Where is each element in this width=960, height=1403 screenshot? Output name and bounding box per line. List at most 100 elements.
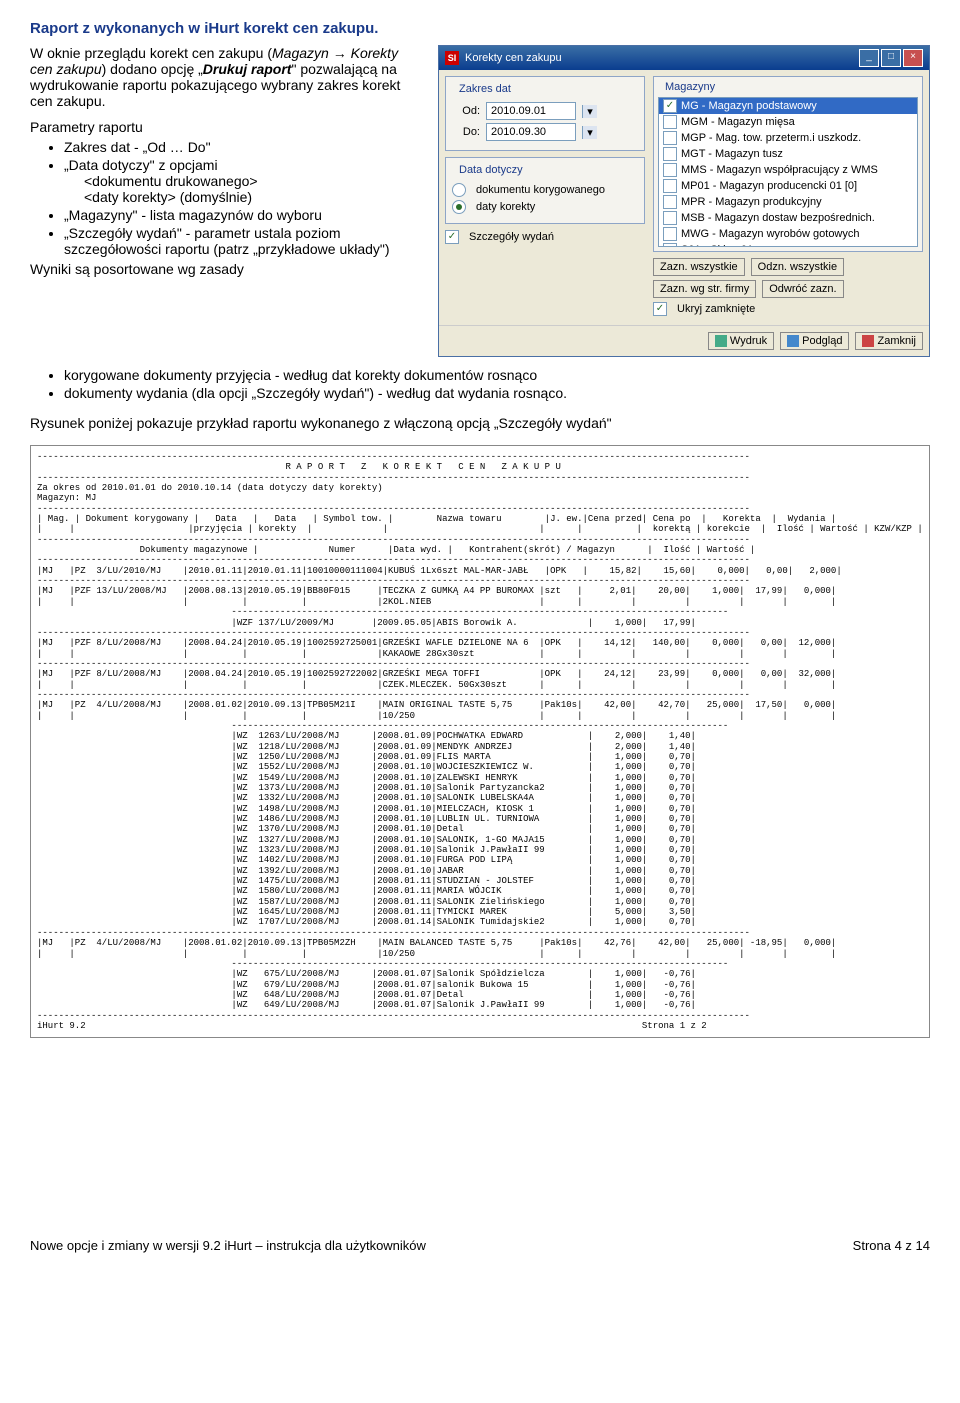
params-list: Zakres dat - „Od … Do" „Data dotyczy" z …: [30, 139, 420, 257]
select-buttons-row: Zazn. wszystkie Odzn. wszystkie: [653, 258, 923, 276]
figure-caption: Rysunek poniżej pokazuje przykład raport…: [30, 415, 930, 431]
param-sub: <daty korekty> (domyślnie): [84, 189, 420, 205]
checkbox-unchecked[interactable]: [663, 243, 677, 247]
data-dotyczy-label: Data dotyczy: [456, 164, 526, 176]
preview-icon: [787, 335, 799, 347]
window-title: Korekty cen zakupu: [465, 52, 562, 64]
report-preview: ----------------------------------------…: [30, 445, 930, 1038]
list-item[interactable]: ✓ MG - Magazyn podstawowy: [659, 98, 917, 114]
minimize-button[interactable]: _: [859, 49, 879, 67]
param-sub: <dokumentu drukowanego>: [84, 173, 420, 189]
maximize-button[interactable]: □: [881, 49, 901, 67]
do-label: Do:: [452, 126, 480, 138]
dialog-window: SI Korekty cen zakupu _ □ × Zakres dat O…: [438, 45, 930, 357]
print-label: Wydruk: [730, 335, 767, 347]
radio-unchecked[interactable]: [452, 183, 466, 197]
check-icon: ✓: [656, 304, 664, 314]
titlebar: SI Korekty cen zakupu _ □ ×: [439, 46, 929, 70]
checkbox-unchecked[interactable]: [663, 115, 677, 129]
checkbox-unchecked[interactable]: [663, 211, 677, 225]
checkbox-unchecked[interactable]: [663, 195, 677, 209]
section-title: Raport z wykonanych w iHurt korekt cen z…: [30, 20, 930, 37]
magazyny-label: Magazyny: [662, 81, 718, 93]
select-buttons-row-2: Zazn. wg str. firmy Odwróć zazn.: [653, 280, 923, 298]
date-range-label: Zakres dat: [456, 83, 514, 95]
intro-action: Drukuj raport: [203, 61, 292, 77]
result-item: korygowane dokumenty przyjęcia - według …: [64, 367, 930, 383]
checkbox-unchecked[interactable]: [663, 147, 677, 161]
right-window-column: SI Korekty cen zakupu _ □ × Zakres dat O…: [438, 45, 930, 357]
list-item[interactable]: MPR - Magazyn produkcyjny: [659, 194, 917, 210]
list-item-label: MG - Magazyn podstawowy: [681, 100, 817, 112]
magazyny-fieldset: Magazyny ✓ MG - Magazyn podstawowy MGM - …: [653, 76, 923, 252]
date-from-row: Od: 2010.09.01 ▾: [452, 102, 638, 120]
magazyny-listbox[interactable]: ✓ MG - Magazyn podstawowy MGM - Magazyn m…: [658, 97, 918, 247]
preview-button[interactable]: Podgląd: [780, 332, 849, 350]
list-item-label: MWG - Magazyn wyrobów gotowych: [681, 228, 860, 240]
radio-row[interactable]: dokumentu korygowanego: [452, 183, 638, 197]
list-item[interactable]: MSB - Magazyn dostaw bezpośrednich.: [659, 210, 917, 226]
select-by-company-button[interactable]: Zazn. wg str. firmy: [653, 280, 756, 298]
right-panel: Magazyny ✓ MG - Magazyn podstawowy MGM - …: [653, 76, 923, 319]
list-item[interactable]: MWG - Magazyn wyrobów gotowych: [659, 226, 917, 242]
checkbox-checked[interactable]: ✓: [445, 230, 459, 244]
window-body: Zakres dat Od: 2010.09.01 ▾ Do: 2010.09.…: [439, 70, 929, 325]
list-item[interactable]: MP01 - Magazyn producencki 01 [0]: [659, 178, 917, 194]
dropdown-icon[interactable]: ▾: [582, 126, 597, 139]
list-item[interactable]: MGT - Magazyn tusz: [659, 146, 917, 162]
preview-label: Podgląd: [802, 335, 842, 347]
list-item-label: MMS - Magazyn współpracujący z WMS: [681, 164, 878, 176]
checkbox-row[interactable]: ✓ Szczegóły wydań: [445, 230, 645, 244]
date-from-input[interactable]: 2010.09.01: [486, 102, 576, 120]
checkbox-unchecked[interactable]: [663, 131, 677, 145]
checkbox-checked[interactable]: ✓: [653, 302, 667, 316]
close-button[interactable]: Zamknij: [855, 332, 923, 350]
app-icon: SI: [445, 51, 459, 65]
radio-label: daty korekty: [476, 201, 535, 213]
param-item: „Data dotyczy" z opcjami <dokumentu druk…: [64, 157, 420, 205]
close-icon: [862, 335, 874, 347]
list-item-label: MP01 - Magazyn producencki 01 [0]: [681, 180, 857, 192]
checkbox-label: Szczegóły wydań: [469, 231, 554, 243]
date-to-row: Do: 2010.09.30 ▾: [452, 123, 638, 141]
invert-selection-button[interactable]: Odwróć zazn.: [762, 280, 843, 298]
param-item: „Magazyny" - lista magazynów do wyboru: [64, 207, 420, 223]
checkbox-unchecked[interactable]: [663, 179, 677, 193]
param-item: Zakres dat - „Od … Do": [64, 139, 420, 155]
select-all-button[interactable]: Zazn. wszystkie: [653, 258, 745, 276]
close-button[interactable]: ×: [903, 49, 923, 67]
intro-prefix: W oknie przeglądu korekt cen zakupu (: [30, 45, 272, 61]
hide-closed-row[interactable]: ✓ Ukryj zamknięte: [653, 302, 923, 316]
radio-row[interactable]: daty korekty: [452, 200, 638, 214]
list-item-label: MSB - Magazyn dostaw bezpośrednich.: [681, 212, 875, 224]
printer-icon: [715, 335, 727, 347]
dialog-footer: Wydruk Podgląd Zamknij: [439, 325, 929, 356]
param-text: „Data dotyczy" z opcjami: [64, 157, 218, 173]
list-item[interactable]: MMS - Magazyn współpracujący z WMS: [659, 162, 917, 178]
list-item-label: MPR - Magazyn produkcyjny: [681, 196, 822, 208]
checkbox-checked[interactable]: ✓: [663, 99, 677, 113]
list-item[interactable]: MGP - Mag. tow. przeterm.i uszkodz.: [659, 130, 917, 146]
radio-checked[interactable]: [452, 200, 466, 214]
footer-left: Nowe opcje i zmiany w wersji 9.2 iHurt –…: [30, 1238, 426, 1253]
results-label: Wyniki są posortowane wg zasady: [30, 261, 420, 277]
result-item: dokumenty wydania (dla opcji „Szczegóły …: [64, 385, 930, 401]
check-icon: ✓: [448, 232, 456, 242]
deselect-all-button[interactable]: Odzn. wszystkie: [751, 258, 844, 276]
date-to-input[interactable]: 2010.09.30: [486, 123, 576, 141]
list-item-label: MGM - Magazyn mięsa: [681, 116, 795, 128]
date-range-fieldset: Zakres dat Od: 2010.09.01 ▾ Do: 2010.09.…: [445, 76, 645, 151]
list-item[interactable]: MGM - Magazyn mięsa: [659, 114, 917, 130]
list-item[interactable]: S01 - Sklep 01: [659, 242, 917, 247]
checkbox-unchecked[interactable]: [663, 227, 677, 241]
print-button[interactable]: Wydruk: [708, 332, 774, 350]
footer-right: Strona 4 z 14: [853, 1238, 930, 1253]
content-two-col: W oknie przeglądu korekt cen zakupu ( Mag…: [30, 45, 930, 357]
params-label: Parametry raportu: [30, 119, 420, 135]
checkbox-unchecked[interactable]: [663, 163, 677, 177]
list-item-label: S01 - Sklep 01: [681, 244, 753, 247]
check-icon: ✓: [666, 101, 674, 111]
dropdown-icon[interactable]: ▾: [582, 105, 597, 118]
param-item: „Szczegóły wydań" - parametr ustala pozi…: [64, 225, 420, 257]
close-label: Zamknij: [877, 335, 916, 347]
